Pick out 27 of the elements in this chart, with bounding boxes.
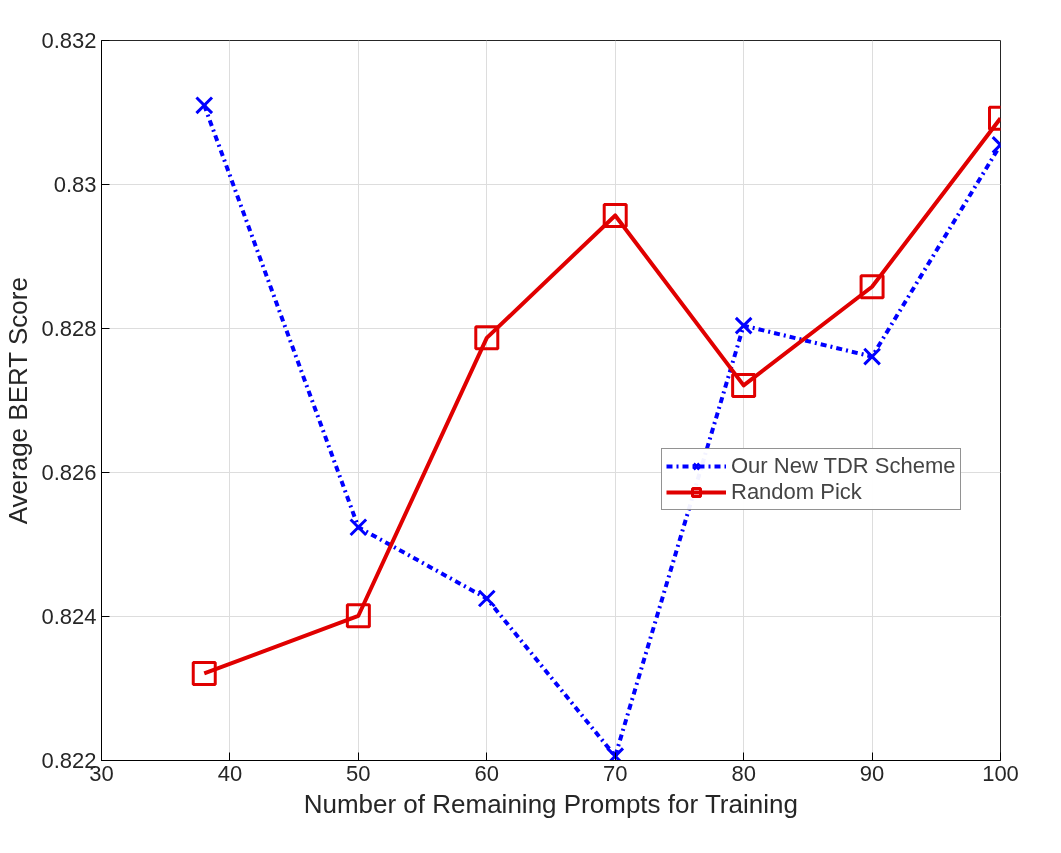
x-tick-label: 40	[217, 760, 243, 786]
x-tick-label: 50	[346, 760, 371, 786]
legend-label: Our New TDR Scheme	[731, 453, 956, 479]
point	[859, 274, 885, 300]
x-axis-title: Number of Remaining Prompts for Training	[303, 788, 798, 819]
y-axis-title: Average BERT Score	[3, 277, 34, 525]
point	[602, 202, 628, 228]
x-tick-label: 100	[982, 760, 1019, 786]
y-tick-label: 0.824	[41, 604, 97, 629]
point	[345, 603, 371, 629]
x-tick-label: 90	[859, 760, 885, 786]
y-tick-label: 0.83	[53, 172, 97, 197]
y-tick-label: 0.826	[41, 460, 97, 485]
point	[731, 372, 757, 398]
point	[194, 96, 214, 115]
point	[862, 347, 882, 366]
point	[191, 660, 217, 686]
x-tick-label: 70	[602, 760, 628, 786]
point	[349, 517, 368, 537]
y-tick-label: 0.828	[41, 316, 97, 341]
point	[477, 589, 497, 608]
point	[734, 316, 753, 335]
y-tick-label: 0.832	[41, 28, 97, 53]
x-tick-label: 60	[474, 760, 500, 786]
legend-label: Random Pick	[731, 479, 862, 505]
point	[474, 325, 500, 351]
x-tick-label: 80	[731, 760, 756, 786]
